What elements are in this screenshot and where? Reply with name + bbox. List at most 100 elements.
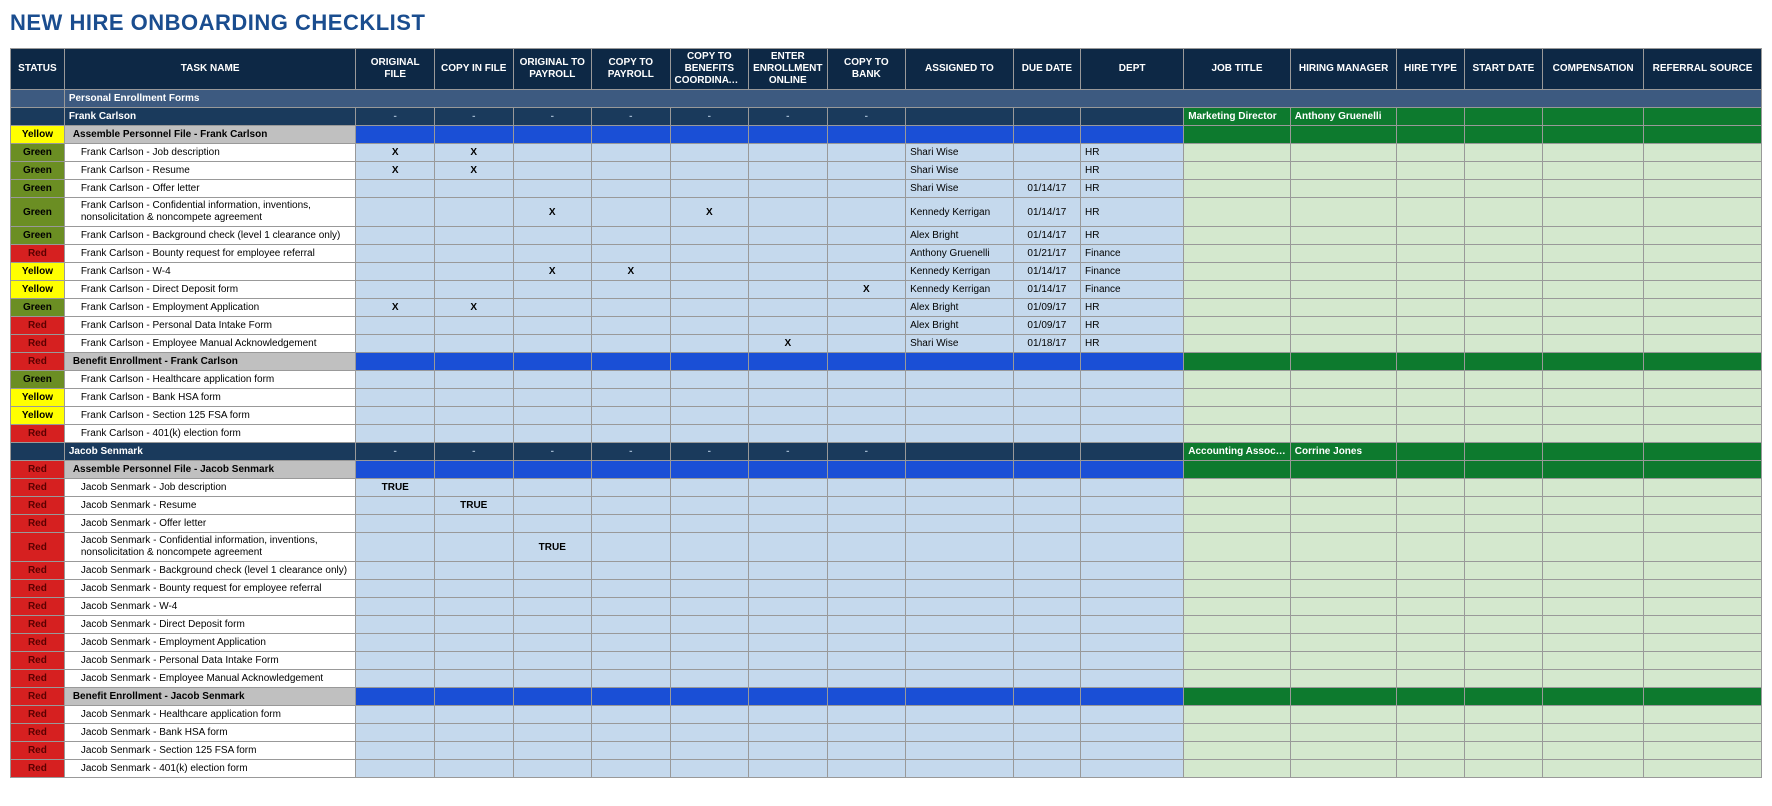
- check-cell[interactable]: [513, 299, 592, 317]
- check-cell[interactable]: [513, 407, 592, 425]
- check-cell[interactable]: [434, 245, 513, 263]
- check-cell[interactable]: [513, 180, 592, 198]
- check-cell[interactable]: [749, 425, 828, 443]
- check-cell[interactable]: [434, 425, 513, 443]
- check-cell[interactable]: [670, 515, 749, 533]
- table-row[interactable]: RedJacob Senmark - Confidential informat…: [11, 533, 1762, 562]
- check-cell[interactable]: [513, 371, 592, 389]
- check-cell[interactable]: [749, 634, 828, 652]
- check-cell[interactable]: [434, 634, 513, 652]
- check-cell[interactable]: X: [434, 162, 513, 180]
- check-cell[interactable]: [827, 515, 906, 533]
- check-cell[interactable]: [827, 598, 906, 616]
- table-row[interactable]: RedFrank Carlson - Employee Manual Ackno…: [11, 335, 1762, 353]
- check-cell[interactable]: [670, 634, 749, 652]
- check-cell[interactable]: [513, 281, 592, 299]
- check-cell[interactable]: [592, 281, 671, 299]
- check-cell[interactable]: [434, 616, 513, 634]
- table-row[interactable]: RedJacob Senmark - Healthcare applicatio…: [11, 706, 1762, 724]
- check-cell[interactable]: X: [749, 335, 828, 353]
- table-row[interactable]: RedJacob Senmark - 401(k) election form: [11, 760, 1762, 778]
- check-cell[interactable]: [749, 562, 828, 580]
- check-cell[interactable]: [434, 580, 513, 598]
- check-cell[interactable]: [592, 198, 671, 227]
- table-row[interactable]: RedJacob Senmark - Bank HSA form: [11, 724, 1762, 742]
- check-cell[interactable]: [356, 742, 435, 760]
- check-cell[interactable]: [827, 616, 906, 634]
- check-cell[interactable]: [592, 299, 671, 317]
- check-cell[interactable]: [827, 335, 906, 353]
- check-cell[interactable]: [356, 371, 435, 389]
- check-cell[interactable]: [749, 263, 828, 281]
- check-cell[interactable]: [434, 724, 513, 742]
- check-cell[interactable]: [434, 706, 513, 724]
- check-cell[interactable]: [356, 706, 435, 724]
- check-cell[interactable]: [513, 144, 592, 162]
- check-cell[interactable]: [749, 389, 828, 407]
- check-cell[interactable]: [434, 389, 513, 407]
- check-cell[interactable]: [592, 371, 671, 389]
- col-header[interactable]: DEPT: [1081, 49, 1184, 90]
- check-cell[interactable]: TRUE: [513, 533, 592, 562]
- check-cell[interactable]: [749, 198, 828, 227]
- check-cell[interactable]: [827, 299, 906, 317]
- check-cell[interactable]: [434, 371, 513, 389]
- col-header[interactable]: TASK NAME: [64, 49, 356, 90]
- check-cell[interactable]: [513, 616, 592, 634]
- check-cell[interactable]: [827, 227, 906, 245]
- check-cell[interactable]: [356, 317, 435, 335]
- check-cell[interactable]: [670, 425, 749, 443]
- check-cell[interactable]: [434, 598, 513, 616]
- check-cell[interactable]: [827, 144, 906, 162]
- check-cell[interactable]: [592, 245, 671, 263]
- check-cell[interactable]: [356, 760, 435, 778]
- check-cell[interactable]: [670, 479, 749, 497]
- check-cell[interactable]: [434, 652, 513, 670]
- check-cell[interactable]: X: [356, 299, 435, 317]
- table-row[interactable]: RedJacob Senmark - Direct Deposit form: [11, 616, 1762, 634]
- check-cell[interactable]: [670, 281, 749, 299]
- check-cell[interactable]: [592, 335, 671, 353]
- check-cell[interactable]: [749, 162, 828, 180]
- check-cell[interactable]: [749, 533, 828, 562]
- table-row[interactable]: GreenFrank Carlson - Employment Applicat…: [11, 299, 1762, 317]
- check-cell[interactable]: [592, 479, 671, 497]
- check-cell[interactable]: [592, 562, 671, 580]
- check-cell[interactable]: [592, 533, 671, 562]
- check-cell[interactable]: [434, 533, 513, 562]
- check-cell[interactable]: [356, 245, 435, 263]
- check-cell[interactable]: [513, 742, 592, 760]
- col-header[interactable]: COPY TO PAYROLL: [592, 49, 671, 90]
- check-cell[interactable]: [670, 299, 749, 317]
- table-row[interactable]: RedJacob Senmark - Bounty request for em…: [11, 580, 1762, 598]
- col-header[interactable]: HIRING MANAGER: [1290, 49, 1397, 90]
- check-cell[interactable]: [356, 263, 435, 281]
- col-header[interactable]: COPY IN FILE: [434, 49, 513, 90]
- check-cell[interactable]: [356, 335, 435, 353]
- check-cell[interactable]: [513, 562, 592, 580]
- table-row[interactable]: RedJacob Senmark - Employee Manual Ackno…: [11, 670, 1762, 688]
- table-row[interactable]: RedJacob Senmark - W-4: [11, 598, 1762, 616]
- table-row[interactable]: RedFrank Carlson - 401(k) election form: [11, 425, 1762, 443]
- table-row[interactable]: RedBenefit Enrollment - Frank Carlson: [11, 353, 1762, 371]
- check-cell[interactable]: [434, 407, 513, 425]
- check-cell[interactable]: [827, 317, 906, 335]
- check-cell[interactable]: [434, 335, 513, 353]
- check-cell[interactable]: [827, 371, 906, 389]
- check-cell[interactable]: [749, 652, 828, 670]
- check-cell[interactable]: [670, 562, 749, 580]
- check-cell[interactable]: [513, 670, 592, 688]
- check-cell[interactable]: [827, 263, 906, 281]
- check-cell[interactable]: [434, 515, 513, 533]
- check-cell[interactable]: X: [670, 198, 749, 227]
- table-row[interactable]: Jacob Senmark-------Accounting Associate…: [11, 443, 1762, 461]
- check-cell[interactable]: [749, 299, 828, 317]
- col-header[interactable]: ASSIGNED TO: [906, 49, 1014, 90]
- table-row[interactable]: RedJacob Senmark - Job descriptionTRUE: [11, 479, 1762, 497]
- check-cell[interactable]: [670, 533, 749, 562]
- check-cell[interactable]: [670, 724, 749, 742]
- col-header[interactable]: REFERRAL SOURCE: [1644, 49, 1762, 90]
- check-cell[interactable]: [670, 389, 749, 407]
- check-cell[interactable]: TRUE: [434, 497, 513, 515]
- check-cell[interactable]: [592, 317, 671, 335]
